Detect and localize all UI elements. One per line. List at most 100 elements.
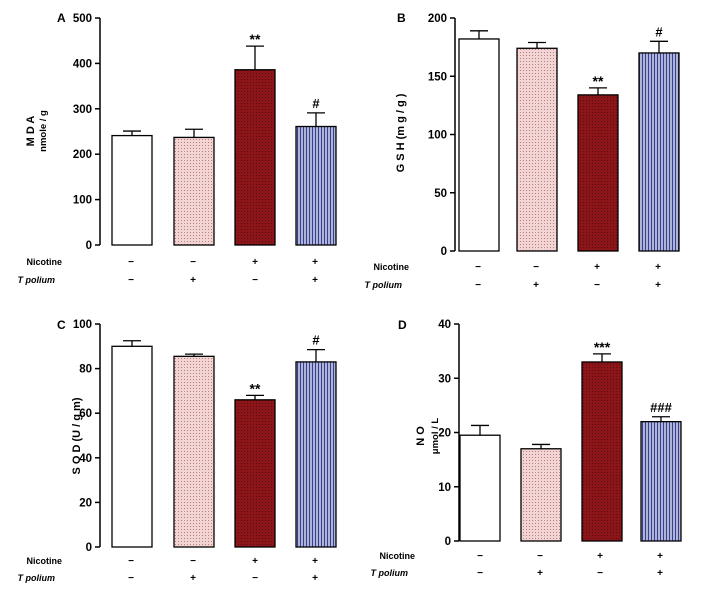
y-tick-label: 100 [73,319,92,331]
y-tick-label: 40 [438,319,451,331]
bar-4 [638,52,680,252]
nicotine-sign: − [537,551,543,562]
chart-panel-b: B 0 50 100 150 200 G S H (m g / g ) ** # Nicotine… [365,11,680,291]
bar-3 [577,94,619,252]
y-tick-label: 200 [73,149,92,161]
significance-label: ** [593,73,604,89]
bar-2 [516,47,558,252]
y-axis-label: S O D (U / g m) [71,397,83,474]
chart-panel-c: C 0 20 40 60 80 100 S O D (U / g m) ** # Nicotine T… [18,318,337,584]
y-tick-label: 100 [73,195,92,207]
y-tick-label: 20 [438,428,451,440]
nicotine-sign: + [312,556,318,567]
y-tick-label: 10 [438,482,451,494]
nicotine-sign: + [655,262,661,273]
tpolium-sign: − [597,568,603,579]
significance-label: ** [250,31,261,47]
y-tick-label: 40 [79,453,92,465]
tpolium-row-label: T polium [18,275,56,285]
significance-label: ### [650,400,672,415]
tpolium-sign: + [312,573,318,584]
y-tick-label: 30 [438,373,451,385]
nicotine-sign: − [190,556,196,567]
tpolium-sign: − [475,280,481,291]
significance-label: # [655,24,663,39]
bar-3 [581,361,623,542]
nicotine-sign: − [533,262,539,273]
nicotine-sign: + [657,551,663,562]
nicotine-sign: − [190,257,196,268]
nicotine-sign: + [252,556,258,567]
y-axis-sublabel: μmol / L [430,418,441,455]
tpolium-sign: + [655,280,661,291]
y-tick-label: 0 [441,246,447,258]
y-tick-label: 0 [86,542,92,554]
y-axis-sublabel: nmole / g [38,110,49,152]
y-tick-label: 60 [79,408,92,420]
y-tick-label: 80 [79,364,92,376]
tpolium-row-label: T polium [365,280,403,290]
nicotine-sign: − [475,262,481,273]
tpolium-sign: + [657,568,663,579]
y-axis-label: G S H (m g / g ) [395,93,407,172]
significance-label: # [312,96,320,111]
tpolium-sign: − [128,275,134,286]
y-tick-label: 400 [73,58,92,70]
nicotine-sign: + [252,257,258,268]
nicotine-row-label: Nicotine [26,257,62,267]
nicotine-sign: + [594,262,600,273]
bar-1 [459,434,501,542]
nicotine-row-label: Nicotine [373,262,409,272]
nicotine-sign: − [128,257,134,268]
y-tick-label: 300 [73,104,92,116]
y-axis-label: N O [415,426,427,446]
significance-label: ** [250,380,261,396]
tpolium-sign: + [312,275,318,286]
nicotine-row-label: Nicotine [379,551,415,561]
tpolium-sign: − [252,573,258,584]
y-axis-label: M D A [25,116,37,147]
nicotine-sign: − [477,551,483,562]
tpolium-row-label: T polium [371,568,409,578]
y-tick-label: 50 [434,188,447,200]
tpolium-sign: − [477,568,483,579]
bar-2 [173,136,215,246]
panel-letter: C [57,318,66,332]
panel-letter: D [398,318,407,332]
tpolium-sign: + [190,573,196,584]
y-tick-label: 100 [428,130,447,142]
bar-1 [111,134,153,246]
nicotine-sign: + [597,551,603,562]
bar-4 [295,125,337,246]
nicotine-row-label: Nicotine [26,556,62,566]
bar-1 [111,345,153,548]
tpolium-sign: − [252,275,258,286]
tpolium-sign: + [190,275,196,286]
nicotine-sign: − [128,556,134,567]
bar-1 [458,38,500,252]
y-tick-label: 500 [73,13,92,25]
y-tick-label: 0 [86,240,92,252]
significance-label: *** [594,339,611,355]
bar-4 [295,361,337,548]
nicotine-sign: + [312,257,318,268]
tpolium-sign: + [537,568,543,579]
significance-label: # [312,333,320,348]
bar-3 [234,399,276,548]
y-tick-label: 20 [79,497,92,509]
bar-2 [520,448,562,542]
bar-3 [234,69,276,246]
tpolium-row-label: T polium [18,573,56,583]
bar-2 [173,355,215,548]
bar-4 [640,420,682,542]
tpolium-sign: − [128,573,134,584]
tpolium-sign: − [594,280,600,291]
y-tick-label: 0 [445,536,451,548]
panel-letter: A [57,11,66,25]
panel-letter: B [397,11,406,25]
y-tick-label: 150 [428,71,447,83]
tpolium-sign: + [533,280,539,291]
